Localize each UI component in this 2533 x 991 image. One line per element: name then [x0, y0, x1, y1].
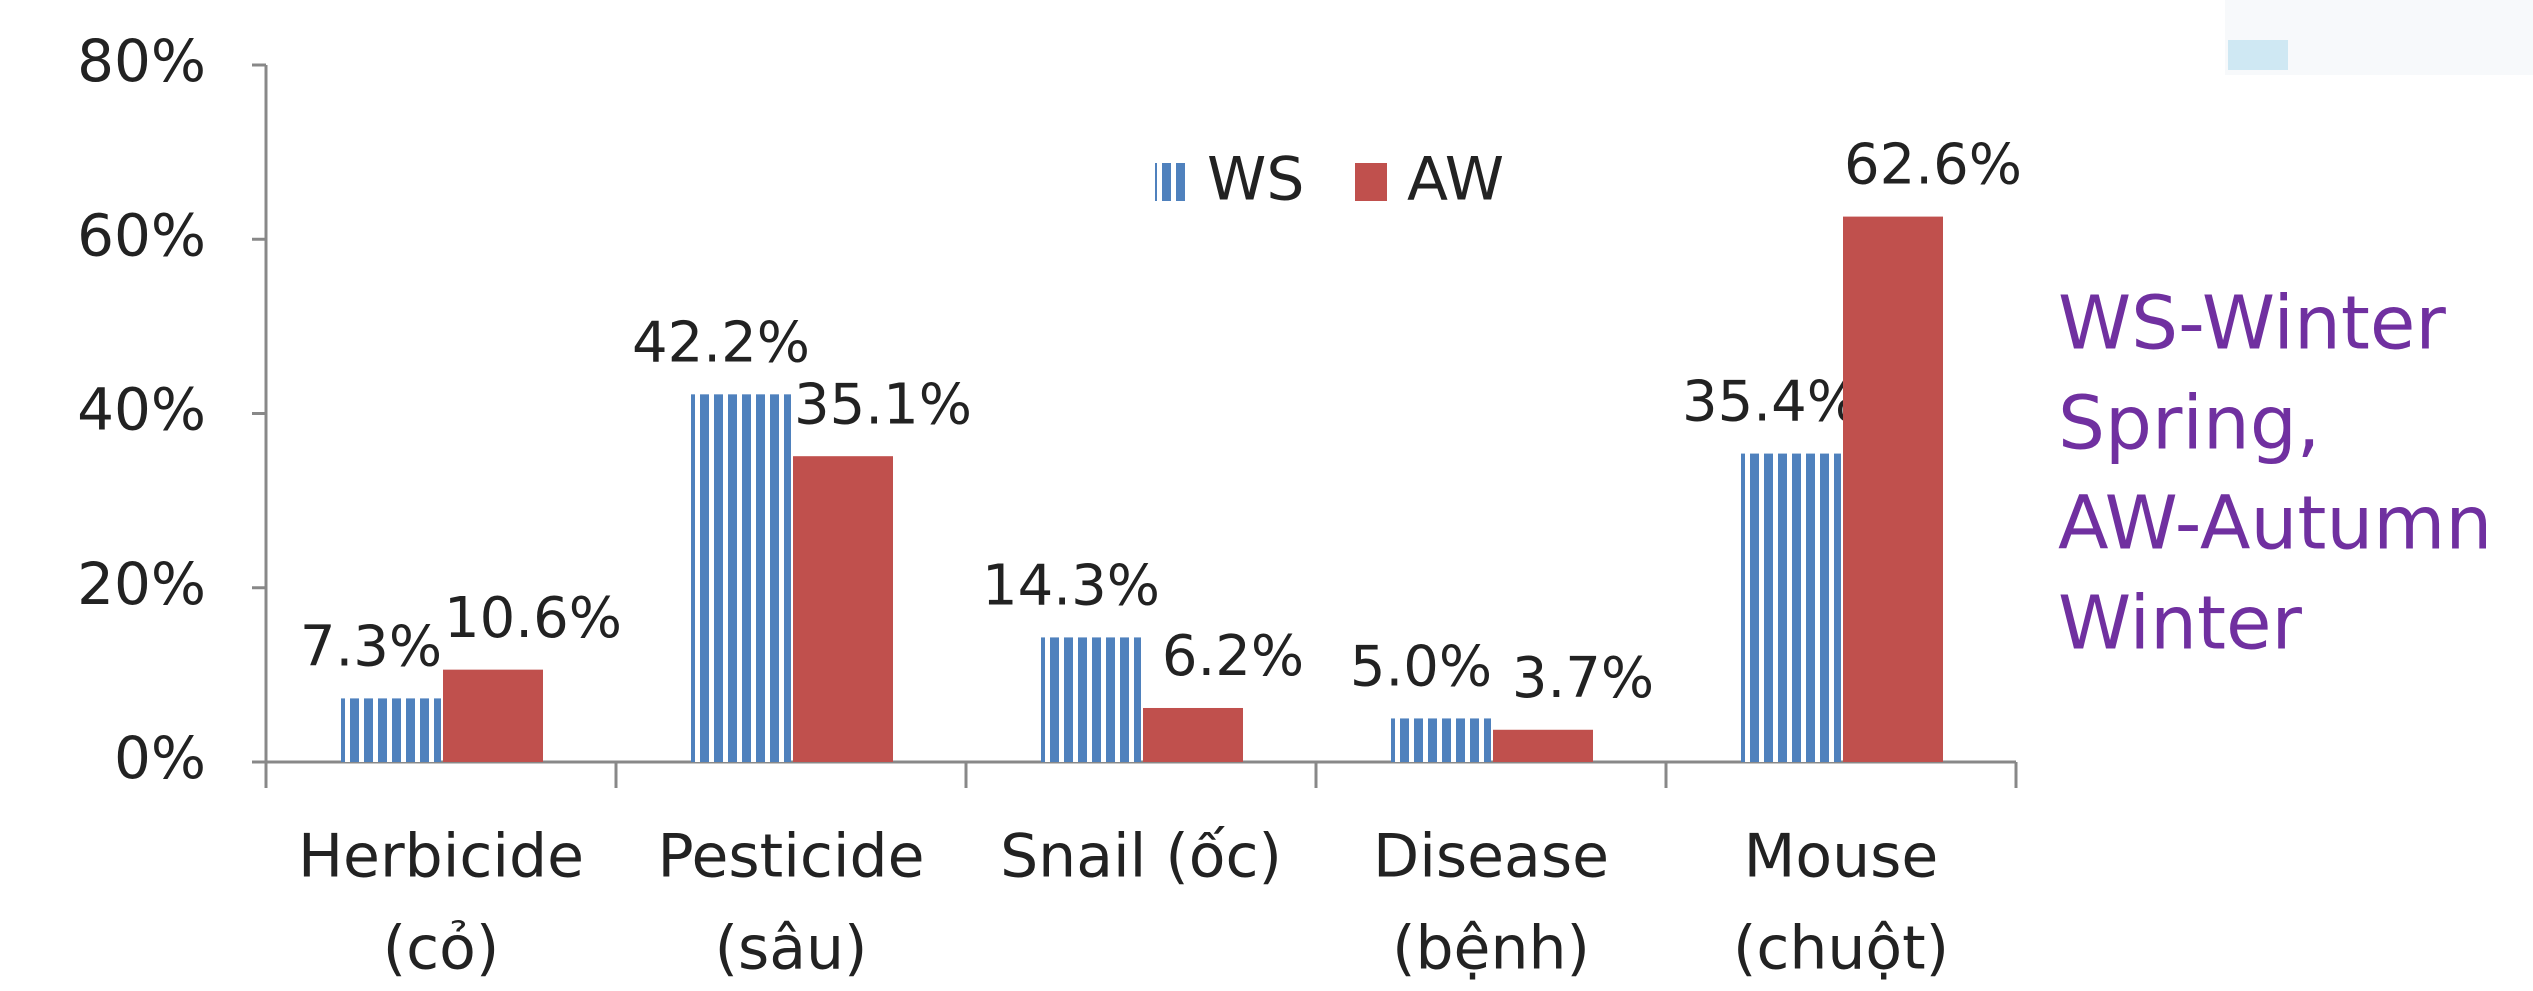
x-tick-label: Snail (ốc)	[1000, 822, 1282, 892]
annotation: WS-Winter	[2058, 281, 2446, 367]
y-tick-label: 0%	[114, 724, 206, 792]
bar	[1493, 729, 1593, 762]
x-tick-label: Mouse	[1744, 822, 1939, 892]
legend-label: AW	[1407, 145, 1504, 215]
data-label: 6.2%	[1162, 624, 1304, 689]
bar	[1391, 718, 1491, 762]
legend-label: WS	[1207, 145, 1304, 215]
x-tick-label: Disease	[1373, 822, 1609, 892]
map-legend-fragment	[2225, 0, 2533, 75]
y-tick-label: 40%	[77, 376, 206, 444]
bar	[691, 394, 791, 762]
y-tick-label: 80%	[77, 27, 206, 95]
x-tick-label: (cỏ)	[383, 914, 500, 984]
annotation: Spring,	[2058, 381, 2320, 467]
bar	[1741, 453, 1841, 762]
annotation: Winter	[2058, 581, 2303, 667]
data-label: 3.7%	[1512, 646, 1654, 711]
bar	[1143, 707, 1243, 762]
data-label: 35.1%	[794, 372, 972, 437]
data-label: 62.6%	[1844, 133, 2022, 198]
data-label: 42.2%	[632, 310, 810, 375]
data-label: 10.6%	[444, 586, 622, 651]
data-label: 14.3%	[982, 554, 1160, 619]
annotation: AW-Autumn	[2058, 481, 2492, 567]
bar	[443, 669, 543, 762]
y-tick-label: 20%	[77, 550, 206, 618]
x-tick-label: (bệnh)	[1392, 914, 1590, 984]
x-tick-label: Pesticide	[657, 822, 924, 892]
bar	[1041, 637, 1141, 762]
bar	[1843, 216, 1943, 762]
data-label: 5.0%	[1350, 635, 1492, 700]
legend-swatch	[1355, 163, 1387, 201]
x-tick-label: (chuột)	[1733, 914, 1949, 984]
legend-swatch	[1155, 163, 1187, 201]
bar	[793, 456, 893, 762]
x-tick-label: (sâu)	[715, 914, 868, 984]
data-label: 7.3%	[300, 615, 442, 680]
y-tick-label: 60%	[77, 201, 206, 269]
data-label: 35.4%	[1682, 370, 1860, 435]
bar	[341, 698, 441, 762]
x-tick-label: Herbicide	[298, 822, 584, 892]
